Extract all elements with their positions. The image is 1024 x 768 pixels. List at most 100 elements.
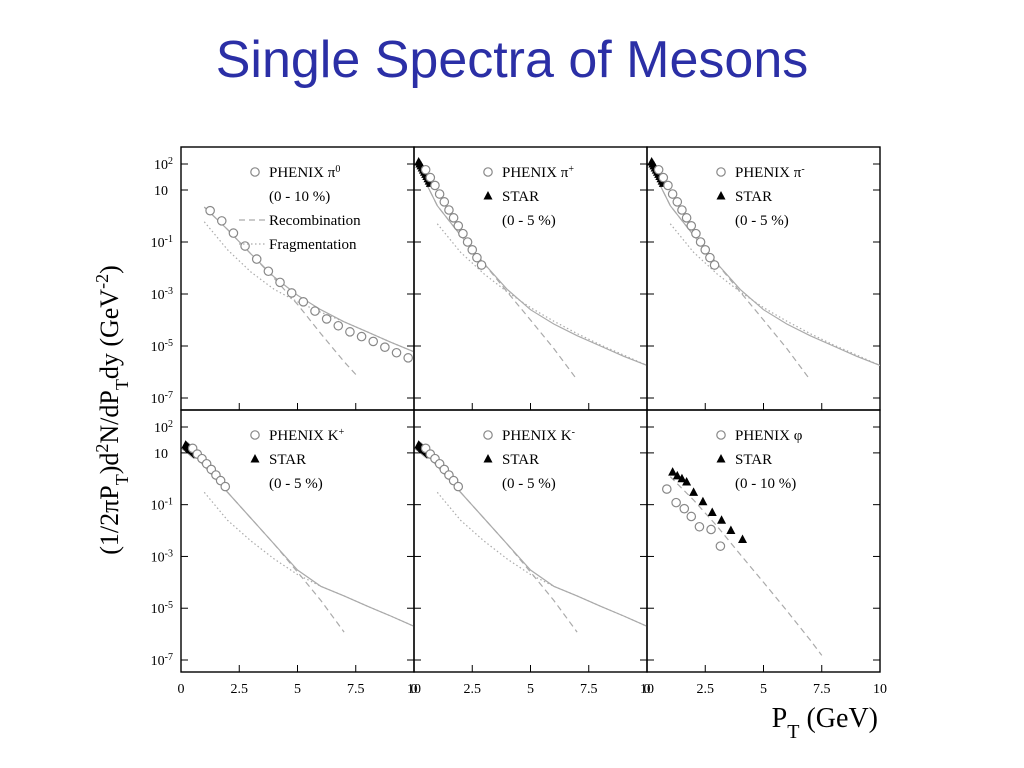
phenix-point (453, 481, 464, 492)
legend-marker-circle (250, 167, 260, 177)
phenix-point (686, 511, 697, 522)
phenix-point (403, 353, 413, 363)
phenix-point (658, 172, 669, 183)
x-tick-label: 7.5 (813, 682, 831, 697)
x-tick-label: 5 (294, 682, 301, 697)
legend-marker-triangle (250, 454, 260, 463)
legend-label: STAR (502, 189, 539, 205)
phenix-point (425, 172, 436, 183)
x-tick-label: 10 (873, 682, 887, 697)
phenix-point (345, 327, 355, 337)
y-tick-label: 10 (154, 444, 173, 462)
fragmentation-curve (669, 223, 880, 366)
phenix-point (420, 164, 431, 175)
legend-label: PHENIX K+ (269, 427, 345, 445)
legend-marker-triangle (716, 191, 726, 200)
phenix-point (686, 220, 697, 231)
panel-pi-plus: PHENIX π+ STAR (0 - 5 %) (413, 146, 648, 411)
recombination-curve (658, 181, 811, 381)
panel-k-plus: PHENIX K+ STAR (0 - 5 %) (180, 409, 415, 673)
phenix-point (391, 347, 402, 358)
fragmentation-curve (436, 223, 647, 366)
phenix-point (240, 241, 250, 251)
legend-label: (0 - 10 %) (735, 476, 796, 492)
panel-plot-area (662, 467, 823, 656)
phenix-point (662, 484, 672, 494)
phenix-point (705, 252, 715, 263)
phenix-point (228, 228, 239, 238)
legend-label: PHENIX φ (735, 428, 803, 444)
panels-layer: PHENIX π0 (0 - 10 %) Recombination Fragment… (151, 146, 887, 697)
phenix-point (298, 297, 309, 307)
phenix-point (205, 205, 215, 216)
recombination-curve (669, 476, 823, 656)
panel-frame (180, 409, 415, 673)
panel-plot-area (414, 156, 647, 381)
panel-frame (180, 146, 415, 411)
star-point (707, 507, 717, 516)
panel-phi: PHENIX φ STAR (0 - 10 %) (646, 409, 881, 673)
phenix-point (251, 254, 262, 264)
phenix-point (467, 245, 478, 255)
phenix-point (709, 260, 720, 270)
phenix-point (706, 524, 716, 535)
legend-marker-circle (250, 430, 260, 440)
phenix-point (679, 503, 690, 514)
legend-marker-circle (483, 167, 493, 177)
legend-marker-triangle (716, 454, 726, 463)
y-axis-title: (1/2πPT)d2N/dPTdy (GeV-2) (92, 265, 132, 555)
phenix-point (444, 205, 454, 215)
panel-frame (413, 409, 648, 673)
x-tick-label: 2.5 (697, 682, 715, 697)
y-tick-label: 102 (154, 156, 173, 174)
phenix-point (700, 245, 711, 255)
legend-label: (0 - 5 %) (502, 213, 556, 229)
phenix-point (333, 320, 344, 331)
y-tick-label: 10-1 (151, 234, 173, 252)
phenix-point (275, 277, 285, 288)
legend-marker-circle (716, 167, 726, 177)
star-point (698, 496, 708, 506)
panel-plot-area (203, 205, 414, 375)
star-point (689, 487, 699, 496)
legend-label: STAR (735, 189, 772, 205)
x-tick-label: 10 (640, 682, 654, 697)
phenix-point (458, 228, 468, 239)
x-tick-label: 5 (760, 682, 767, 697)
phenix-point (453, 220, 464, 231)
star-point (682, 477, 692, 486)
y-tick-label: 10-5 (151, 338, 173, 356)
panel-k-minus: PHENIX K- STAR (0 - 5 %) (413, 409, 648, 673)
phenix-point (472, 252, 482, 263)
legend-label: PHENIX K- (502, 427, 575, 445)
panel-pi-minus: PHENIX π- STAR (0 - 5 %) (646, 146, 881, 411)
star-point (668, 467, 678, 476)
panel-plot-area (181, 440, 414, 633)
x-tick-label: 10 (407, 682, 421, 697)
phenix-point (286, 288, 297, 298)
x-tick-label: 2.5 (231, 682, 249, 697)
phenix-point (216, 216, 227, 226)
phenix-point (430, 180, 440, 191)
phenix-point (462, 237, 473, 247)
x-tick-label: 0 (411, 682, 418, 697)
panel-frame (646, 146, 881, 411)
phenix-point (671, 497, 681, 508)
slide-title: Single Spectra of Mesons (215, 31, 809, 89)
y-tick-label: 10-5 (151, 600, 173, 618)
legend-label: PHENIX π- (735, 164, 805, 182)
phenix-point (653, 164, 664, 175)
legend-label: Recombination (269, 213, 361, 229)
legend-marker-circle (716, 430, 726, 440)
y-tick-label: 102 (154, 419, 173, 437)
y-tick-label: 10 (154, 182, 173, 200)
star-point (738, 534, 748, 544)
x-tick-label: 0 (178, 682, 185, 697)
phenix-point (672, 197, 683, 207)
phenix-point (380, 342, 390, 352)
phenix-point (263, 266, 274, 277)
legend-marker-circle (483, 430, 493, 440)
legend-label: STAR (502, 452, 539, 468)
phenix-point (681, 213, 692, 223)
x-tick-label: 7.5 (580, 682, 598, 697)
